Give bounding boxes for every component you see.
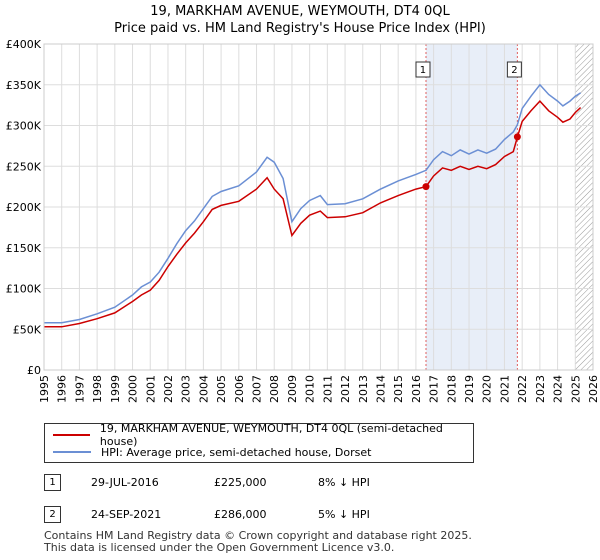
- x-tick-label: 2018: [445, 375, 458, 403]
- x-tick-label: 2024: [552, 375, 565, 403]
- footer-license: This data is licensed under the Open Gov…: [44, 541, 395, 554]
- price-chart: 1 2 £0 £50K £100K £150K £200K £250K £300K £350K £4…: [6, 38, 600, 403]
- legend: 19, MARKHAM AVENUE, WEYMOUTH, DT4 0QL (s…: [44, 422, 474, 463]
- transaction-date: 29-JUL-2016: [91, 476, 159, 489]
- hpi-line: [44, 83, 581, 324]
- x-tick-label: 2010: [304, 375, 317, 403]
- sale-label: 2: [511, 65, 517, 76]
- sale-point: [513, 133, 521, 141]
- x-tick-label: 2016: [410, 375, 423, 403]
- x-tick-label: 2004: [197, 375, 210, 403]
- x-tick-label: 2012: [339, 375, 352, 403]
- x-tick-label: 2007: [251, 375, 264, 403]
- transaction-number: 1: [44, 474, 61, 491]
- x-tick-label: 2023: [534, 375, 547, 403]
- x-tick-label: 2011: [321, 375, 334, 403]
- transaction-date: 24-SEP-2021: [91, 508, 162, 521]
- footer: Contains HM Land Registry data © Crown c…: [44, 530, 472, 554]
- y-tick-label: £350K: [6, 79, 42, 92]
- y-tick-label: £50K: [13, 323, 42, 336]
- transaction-price: £225,000: [214, 476, 267, 489]
- legend-label-hpi: HPI: Average price, semi-detached house,…: [101, 445, 372, 459]
- y-tick-label: £300K: [6, 120, 42, 133]
- transaction-number: 2: [44, 506, 61, 523]
- transaction-price: £286,000: [214, 508, 267, 521]
- transaction-hpi-diff: 8% ↓ HPI: [318, 476, 370, 489]
- sale-label: 1: [420, 65, 426, 76]
- legend-item-property: 19, MARKHAM AVENUE, WEYMOUTH, DT4 0QL (s…: [53, 422, 473, 448]
- x-tick-label: 2003: [180, 375, 193, 403]
- x-tick-label: 2001: [144, 375, 157, 403]
- x-tick-label: 2015: [392, 375, 405, 403]
- transaction-hpi-diff: 5% ↓ HPI: [318, 508, 370, 521]
- x-tick-label: 2026: [587, 375, 600, 403]
- chart-subtitle: Price paid vs. HM Land Registry's House …: [114, 21, 486, 36]
- legend-label-property: 19, MARKHAM AVENUE, WEYMOUTH, DT4 0QL (s…: [99, 422, 443, 448]
- y-tick-label: £150K: [6, 242, 42, 255]
- y-tick-label: £250K: [6, 160, 42, 173]
- x-tick-label: 2008: [268, 375, 281, 403]
- y-tick-label: £400K: [6, 38, 42, 51]
- x-tick-label: 2020: [481, 375, 494, 403]
- x-tick-label: 2009: [286, 375, 299, 403]
- x-tick-label: 2019: [463, 375, 476, 403]
- x-tick-label: 2025: [569, 375, 582, 403]
- plot-border: [43, 43, 594, 371]
- sale-label-box: [506, 61, 522, 78]
- y-tick-label: £0: [27, 364, 41, 377]
- x-tick-label: 1997: [73, 375, 86, 403]
- legend-swatch-hpi: [53, 451, 91, 453]
- x-tick-label: 1996: [56, 375, 69, 403]
- x-tick-label: 2017: [428, 375, 441, 403]
- chart-title: 19, MARKHAM AVENUE, WEYMOUTH, DT4 0QL: [150, 4, 450, 19]
- footer-copyright: Contains HM Land Registry data © Crown c…: [44, 529, 472, 542]
- x-tick-label: 1995: [38, 375, 51, 403]
- x-tick-label: 2014: [374, 375, 387, 403]
- x-tick-label: 2002: [162, 375, 175, 403]
- x-tick-label: 2005: [215, 375, 228, 403]
- x-tick-label: 2021: [498, 375, 511, 403]
- x-tick-label: 2006: [233, 375, 246, 403]
- legend-item-hpi: HPI: Average price, semi-detached house,…: [53, 445, 371, 459]
- x-tick-label: 1998: [91, 375, 104, 403]
- sale-point: [422, 183, 430, 191]
- y-tick-label: £100K: [6, 283, 42, 296]
- property-price-line: [44, 99, 582, 328]
- x-tick-label: 2022: [516, 375, 529, 403]
- sale-label-box: [415, 61, 431, 78]
- y-tick-label: £200K: [6, 201, 42, 214]
- x-tick-label: 2000: [127, 375, 140, 403]
- x-tick-label: 2013: [357, 375, 370, 403]
- x-tick-label: 1999: [109, 375, 122, 403]
- legend-swatch-property: [53, 434, 90, 436]
